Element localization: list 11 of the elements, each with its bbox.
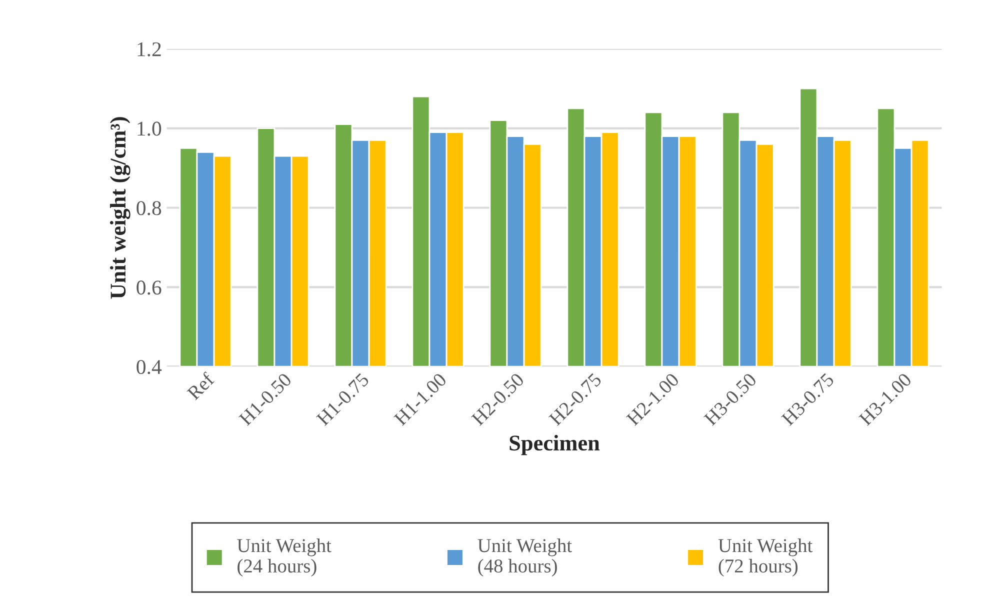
- y-axis-title: Unit weight (g/cm³): [110, 117, 130, 299]
- y-tick-label: 0.8: [136, 201, 162, 216]
- x-axis-title: Specimen: [510, 434, 600, 456]
- y-tick-label: 0.6: [136, 280, 162, 295]
- y-tick-label: 1.0: [138, 122, 162, 136]
- legend-label: Unit Weight (48 hours): [478, 538, 572, 577]
- legend-label: Unit Weight (24 hours): [237, 538, 332, 577]
- y-tick-label: 1.2: [138, 42, 161, 56]
- legend-label: Unit Weight (72 hours): [718, 538, 813, 577]
- x-tick-label: Ref: [186, 371, 216, 401]
- y-tick-label: 0.4: [136, 360, 162, 374]
